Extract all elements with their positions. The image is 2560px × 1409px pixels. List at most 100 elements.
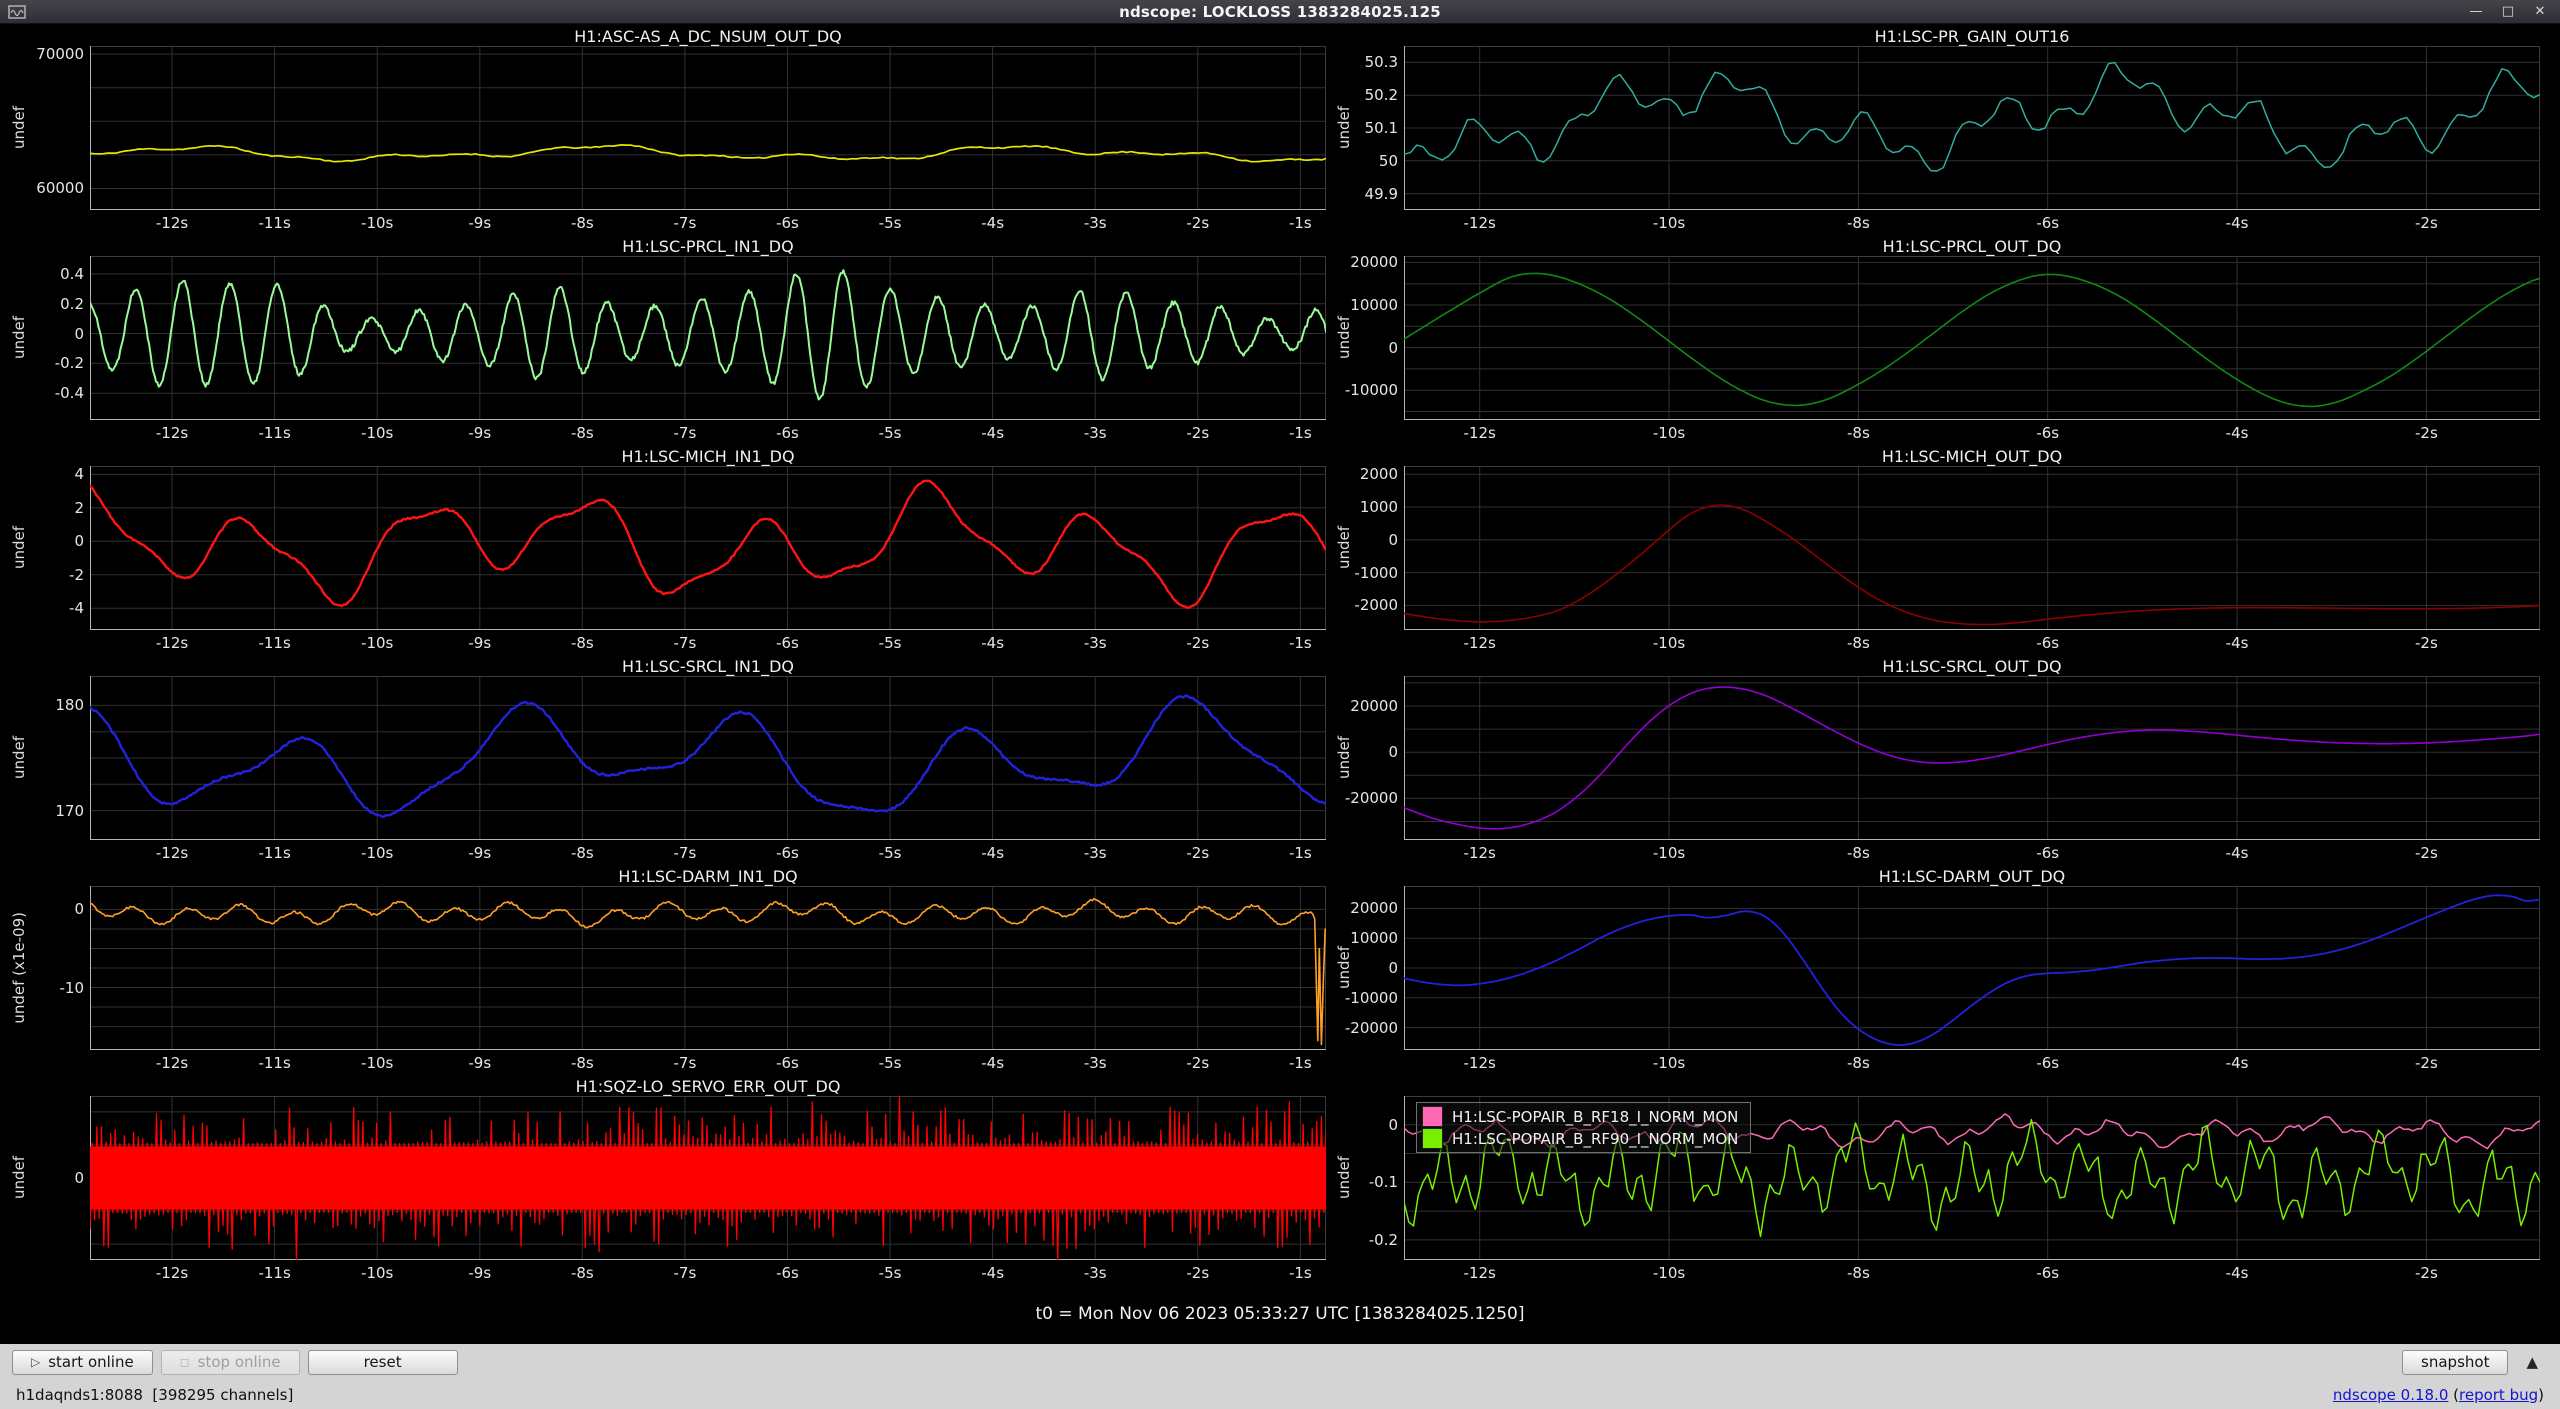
x-tick-label: -11s bbox=[258, 844, 290, 862]
stop-online-button[interactable]: ◻ stop online bbox=[161, 1350, 300, 1375]
plot-area[interactable] bbox=[1404, 886, 2540, 1050]
y-axis-label: undef (x1e-09) bbox=[6, 886, 32, 1050]
x-tick-label: -6s bbox=[776, 424, 799, 442]
plot-area[interactable] bbox=[1404, 466, 2540, 630]
snapshot-button[interactable]: snapshot bbox=[2402, 1350, 2508, 1375]
x-tick-label: -4s bbox=[981, 1264, 1004, 1282]
y-axis-label-text: undef (x1e-09) bbox=[10, 912, 28, 1024]
x-tick-label: -12s bbox=[156, 1264, 188, 1282]
y-axis-label: undef bbox=[6, 46, 32, 210]
y-axis-label-text: undef bbox=[1335, 946, 1353, 989]
x-tick-label: -3s bbox=[1084, 424, 1107, 442]
x-tick-label: -9s bbox=[468, 634, 491, 652]
trace-canvas bbox=[90, 466, 1326, 630]
y-axis-label-text: undef bbox=[1335, 1156, 1353, 1199]
y-axis-ticks: 7000060000 bbox=[32, 46, 90, 210]
plot-area[interactable] bbox=[90, 886, 1326, 1050]
trace-canvas bbox=[90, 46, 1326, 210]
y-tick-label: 20000 bbox=[1350, 899, 1398, 917]
x-tick-label: -6s bbox=[2036, 1054, 2059, 1072]
start-online-button[interactable]: ▷ start online bbox=[12, 1350, 153, 1375]
plot-title: H1:SQZ-LO_SERVO_ERR_OUT_DQ bbox=[90, 1074, 1326, 1096]
x-tick-label: -5s bbox=[879, 214, 902, 232]
stop-icon: ◻ bbox=[180, 1355, 190, 1369]
y-axis-ticks: 0.40.20-0.2-0.4 bbox=[32, 256, 90, 420]
x-tick-label: -10s bbox=[1653, 424, 1685, 442]
reset-label: reset bbox=[364, 1353, 402, 1371]
x-tick-label: -4s bbox=[2226, 424, 2249, 442]
x-tick-label: -8s bbox=[1847, 214, 1870, 232]
y-axis-ticks: 200000-20000 bbox=[1356, 676, 1404, 840]
x-tick-label: -4s bbox=[2226, 1264, 2249, 1282]
plot-panel-sqz-lo-servo: H1:SQZ-LO_SERVO_ERR_OUT_DQundef0-12s-11s… bbox=[0, 1074, 1326, 1284]
plot-title bbox=[1404, 1074, 2540, 1096]
x-tick-label: -2s bbox=[2415, 1264, 2438, 1282]
y-tick-label: 50 bbox=[1379, 152, 1398, 170]
plot-area[interactable] bbox=[1404, 676, 2540, 840]
x-tick-label: -9s bbox=[468, 1054, 491, 1072]
plot-area[interactable] bbox=[1404, 256, 2540, 420]
y-tick-label: -20000 bbox=[1345, 789, 1398, 807]
plot-area[interactable] bbox=[90, 466, 1326, 630]
y-tick-label: 50.2 bbox=[1365, 86, 1398, 104]
x-axis-ticks: -12s-10s-8s-6s-4s-2s bbox=[1404, 840, 2540, 864]
t0-bar: t0 = Mon Nov 06 2023 05:33:27 UTC [13832… bbox=[0, 1284, 2560, 1344]
plot-body: undef20000100000-10000-20000 bbox=[1332, 886, 2560, 1050]
x-tick-label: -8s bbox=[571, 214, 594, 232]
x-tick-label: -3s bbox=[1084, 1054, 1107, 1072]
x-axis-ticks: -12s-10s-8s-6s-4s-2s bbox=[1404, 1050, 2540, 1074]
y-tick-label: 0 bbox=[1388, 1116, 1398, 1134]
collapse-arrow-icon[interactable]: ▲ bbox=[2526, 1353, 2538, 1371]
y-tick-label: -0.4 bbox=[55, 384, 84, 402]
plot-area[interactable] bbox=[1404, 46, 2540, 210]
x-tick-label: -10s bbox=[1653, 214, 1685, 232]
plot-area[interactable] bbox=[90, 676, 1326, 840]
x-tick-label: -2s bbox=[2415, 1054, 2438, 1072]
x-tick-label: -1s bbox=[1289, 634, 1312, 652]
x-tick-label: -12s bbox=[156, 844, 188, 862]
window-titlebar[interactable]: ndscope: LOCKLOSS 1383284025.125 — □ ✕ bbox=[0, 0, 2560, 24]
x-axis-ticks: -12s-11s-10s-9s-8s-7s-6s-5s-4s-3s-2s-1s bbox=[90, 840, 1326, 864]
plot-body: undef180170 bbox=[6, 676, 1326, 840]
x-tick-label: -5s bbox=[879, 634, 902, 652]
x-tick-label: -6s bbox=[2036, 424, 2059, 442]
y-tick-label: 70000 bbox=[36, 45, 84, 63]
plot-area[interactable] bbox=[90, 1096, 1326, 1260]
y-axis-label: undef bbox=[1332, 46, 1356, 210]
report-bug-link[interactable]: report bug bbox=[2459, 1386, 2538, 1404]
x-axis-ticks: -12s-11s-10s-9s-8s-7s-6s-5s-4s-3s-2s-1s bbox=[90, 420, 1326, 444]
y-tick-label: -0.1 bbox=[1369, 1173, 1398, 1191]
maximize-icon[interactable]: □ bbox=[2500, 1, 2516, 23]
y-axis-label: undef bbox=[6, 1096, 32, 1260]
plot-area[interactable]: H1:LSC-POPAIR_B_RF18_I_NORM_MONH1:LSC-PO… bbox=[1404, 1096, 2540, 1260]
minimize-icon[interactable]: — bbox=[2468, 1, 2484, 23]
y-axis-label-text: undef bbox=[1335, 526, 1353, 569]
plot-grid: H1:ASC-AS_A_DC_NSUM_OUT_DQundef700006000… bbox=[0, 24, 2560, 1284]
close-icon[interactable]: ✕ bbox=[2532, 1, 2548, 23]
plot-area[interactable] bbox=[90, 46, 1326, 210]
y-tick-label: -4 bbox=[69, 599, 84, 617]
x-tick-label: -10s bbox=[1653, 844, 1685, 862]
plot-title: H1:LSC-SRCL_IN1_DQ bbox=[90, 654, 1326, 676]
plot-body: undef0.40.20-0.2-0.4 bbox=[6, 256, 1326, 420]
x-tick-label: -8s bbox=[571, 1054, 594, 1072]
plot-panel-prcl-in1: H1:LSC-PRCL_IN1_DQundef0.40.20-0.2-0.4-1… bbox=[0, 234, 1326, 444]
x-tick-label: -5s bbox=[879, 1264, 902, 1282]
x-tick-label: -10s bbox=[361, 634, 393, 652]
plot-panel-srcl-in1: H1:LSC-SRCL_IN1_DQundef180170-12s-11s-10… bbox=[0, 654, 1326, 864]
reset-button[interactable]: reset bbox=[308, 1350, 458, 1375]
plot-panel-darm-out: H1:LSC-DARM_OUT_DQundef20000100000-10000… bbox=[1326, 864, 2560, 1074]
x-tick-label: -2s bbox=[2415, 424, 2438, 442]
version-link[interactable]: ndscope 0.18.0 bbox=[2333, 1386, 2449, 1404]
plot-area[interactable] bbox=[90, 256, 1326, 420]
x-tick-label: -10s bbox=[361, 1264, 393, 1282]
y-axis-label-text: undef bbox=[10, 526, 28, 569]
y-axis-ticks: 180170 bbox=[32, 676, 90, 840]
x-tick-label: -5s bbox=[879, 844, 902, 862]
snapshot-label: snapshot bbox=[2421, 1353, 2489, 1371]
y-axis-ticks: 20000100000-10000 bbox=[1356, 256, 1404, 420]
plot-panel-mich-out: H1:LSC-MICH_OUT_DQundef200010000-1000-20… bbox=[1326, 444, 2560, 654]
x-tick-label: -4s bbox=[2226, 844, 2249, 862]
x-tick-label: -10s bbox=[1653, 634, 1685, 652]
y-tick-label: 0 bbox=[74, 325, 84, 343]
